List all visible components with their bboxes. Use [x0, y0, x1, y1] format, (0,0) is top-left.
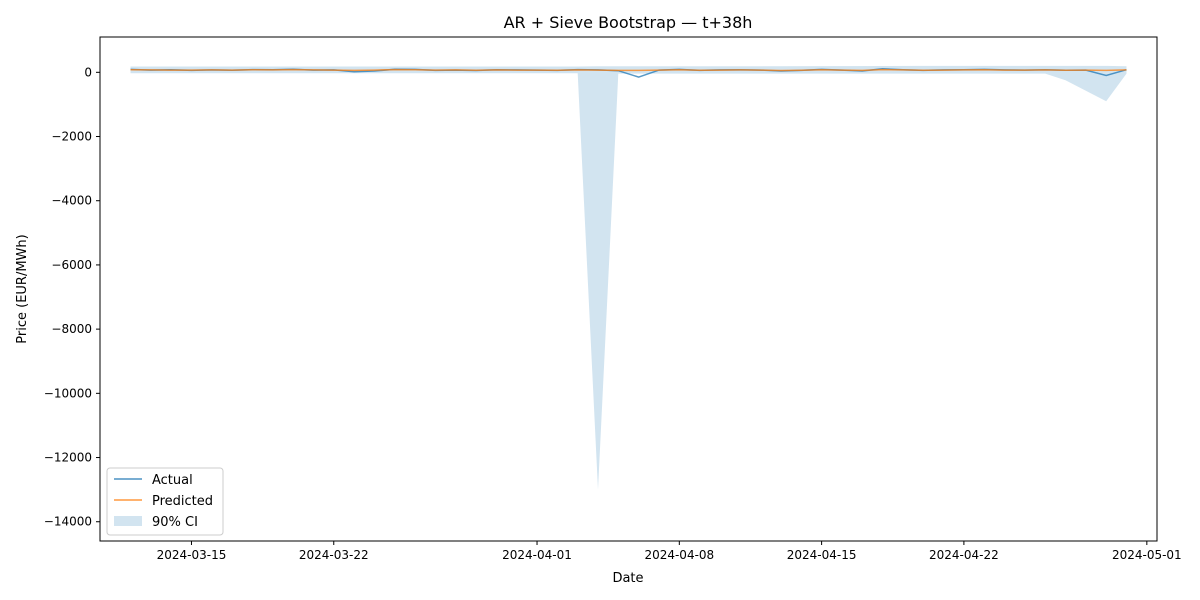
legend-ci-label: 90% CI — [152, 515, 198, 530]
y-tick-label: 0 — [84, 65, 92, 79]
x-tick-label: 2024-04-01 — [502, 548, 572, 562]
y-tick-label: −8000 — [51, 322, 92, 336]
x-tick-label: 2024-05-01 — [1112, 548, 1182, 562]
ci-band — [130, 65, 1127, 490]
x-tick-label: 2024-04-22 — [929, 548, 999, 562]
predicted-line — [130, 68, 1127, 72]
y-tick-label: −12000 — [44, 451, 92, 465]
legend-frame — [106, 467, 224, 536]
x-tick-label: 2024-03-22 — [299, 548, 369, 562]
y-tick-label: −4000 — [51, 194, 92, 208]
legend: Actual Predicted 90% CI — [106, 467, 224, 536]
legend-ci-swatch — [114, 516, 142, 526]
x-tick-label: 2024-04-08 — [644, 548, 714, 562]
plot-frame — [99, 36, 1158, 542]
y-tick-label: −6000 — [51, 258, 92, 272]
y-axis-label: Price (EUR/MWh) — [15, 234, 30, 343]
x-tick-label: 2024-04-15 — [787, 548, 857, 562]
y-tick-label: −2000 — [51, 130, 92, 144]
axes: 2024-03-15 2024-03-22 2024-04-01 2024-04-08… — [44, 36, 1182, 562]
plot-area — [130, 65, 1127, 490]
x-tick-label: 2024-03-15 — [157, 548, 227, 562]
legend-actual-label: Actual — [152, 473, 193, 488]
legend-predicted-label: Predicted — [152, 494, 213, 509]
y-tick-label: −14000 — [44, 515, 92, 529]
y-tick-label: −10000 — [44, 386, 92, 400]
chart-title: AR + Sieve Bootstrap — t+38h — [504, 13, 753, 32]
x-axis-label: Date — [612, 571, 643, 586]
